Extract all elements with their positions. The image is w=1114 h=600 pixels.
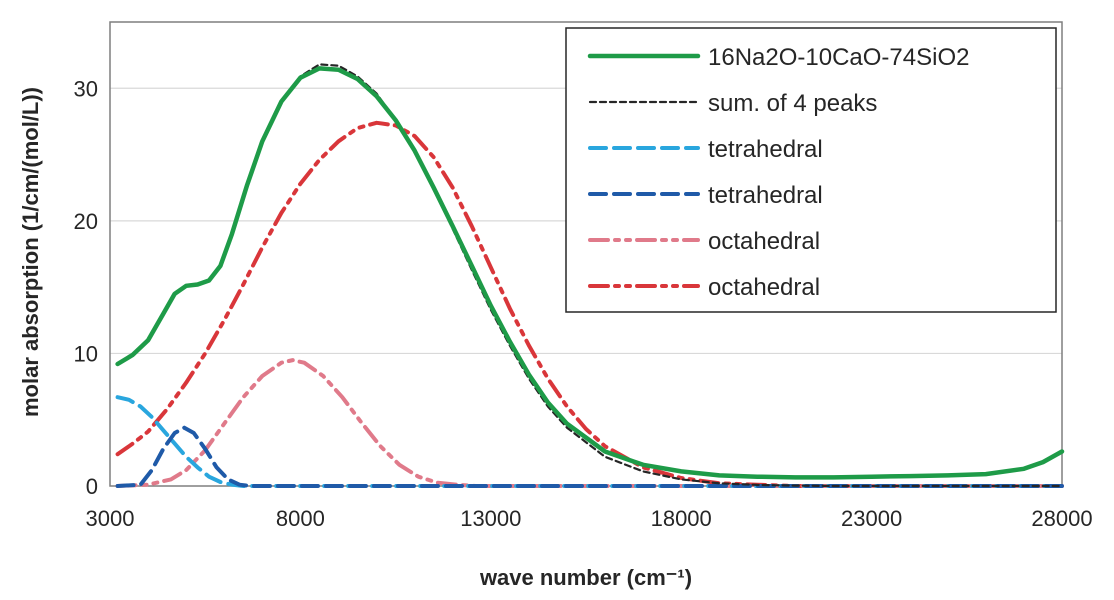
legend-label: tetrahedral: [708, 182, 823, 209]
y-tick-label: 0: [86, 474, 98, 499]
x-tick-label: 23000: [841, 506, 902, 531]
x-tick-label: 13000: [460, 506, 521, 531]
legend-box: [565, 27, 1057, 313]
legend-label: tetrahedral: [708, 136, 823, 163]
x-tick-label: 8000: [276, 506, 325, 531]
series-layer: [115, 63, 1065, 488]
series-line-6: [115, 120, 1064, 488]
legend: 16Na2O-10CaO-74SiO2 sum. of 4 peaks tetrah…: [565, 27, 1057, 313]
series-line-3: [115, 395, 1064, 488]
x-tick-labels: 3000 8000 13000 18000 23000 28000: [86, 506, 1093, 531]
legend-label: octahedral: [708, 228, 820, 255]
legend-label: 16Na2O-10CaO-74SiO2: [708, 44, 969, 71]
series-line-5: [115, 358, 1064, 488]
x-tick-label: 18000: [651, 506, 712, 531]
legend-label: sum. of 4 peaks: [708, 90, 877, 117]
y-tick-label: 10: [74, 341, 98, 366]
y-tick-label: 20: [74, 209, 98, 234]
x-tick-label: 28000: [1031, 506, 1092, 531]
y-tick-labels: 0 10 20 30: [74, 76, 98, 499]
series-line-4: [115, 425, 1064, 488]
x-axis-title: wave number (cm⁻¹): [479, 565, 692, 590]
y-tick-label: 30: [74, 76, 98, 101]
y-axis-title: molar absorption (1/cm/(mol/L)): [18, 87, 43, 417]
legend-label: octahedral: [708, 274, 820, 301]
series-line-1: [115, 66, 1065, 480]
x-tick-label: 3000: [86, 506, 135, 531]
